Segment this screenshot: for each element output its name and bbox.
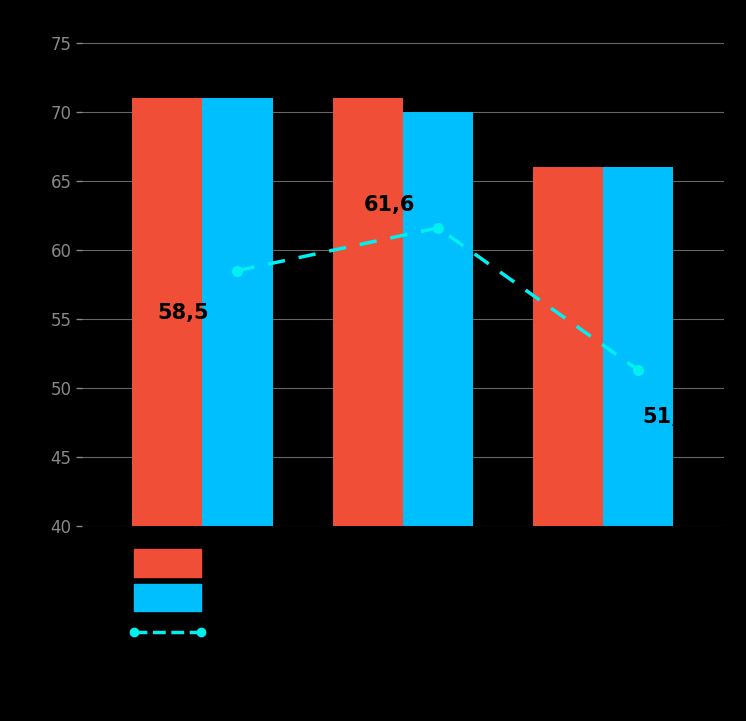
- Text: 51,3: 51,3: [642, 407, 694, 427]
- Bar: [533, 167, 604, 526]
- Text: 58,5: 58,5: [157, 303, 209, 323]
- Text: 61,6: 61,6: [364, 195, 415, 216]
- Bar: [132, 98, 202, 526]
- Bar: [403, 112, 473, 526]
- Bar: [202, 98, 272, 526]
- Bar: [604, 167, 674, 526]
- Bar: [333, 98, 403, 526]
